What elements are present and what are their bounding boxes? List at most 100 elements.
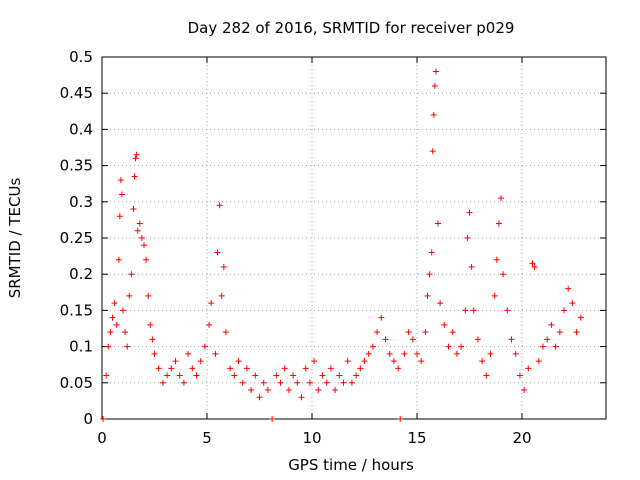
x-tick-label: 0	[97, 429, 107, 447]
points-layer	[100, 68, 584, 422]
data-point	[185, 350, 192, 357]
data-point	[269, 416, 276, 422]
data-point	[435, 220, 441, 227]
data-point	[231, 372, 238, 379]
data-point	[474, 336, 481, 343]
data-point	[128, 271, 135, 278]
data-point	[500, 271, 507, 278]
data-point	[143, 256, 150, 263]
data-point	[390, 358, 397, 365]
data-point	[521, 387, 528, 394]
data-point	[525, 365, 532, 372]
data-point	[132, 155, 139, 162]
data-point	[134, 227, 141, 234]
data-point	[516, 372, 523, 379]
data-point	[141, 242, 147, 249]
data-point	[147, 321, 154, 328]
data-point	[100, 416, 107, 422]
data-point	[133, 151, 140, 158]
data-point	[531, 263, 538, 270]
chart-title: Day 282 of 2016, SRMTID for receiver p02…	[188, 19, 515, 37]
y-tick-label: 0.2	[69, 265, 93, 283]
y-tick-label: 0	[83, 410, 93, 428]
data-point	[294, 379, 301, 386]
data-point	[378, 314, 385, 321]
data-point	[290, 372, 297, 379]
y-tick-label: 0.35	[60, 157, 93, 175]
data-point	[470, 307, 477, 314]
data-point	[273, 372, 280, 379]
data-point	[344, 358, 351, 365]
data-point	[357, 365, 364, 372]
data-point	[315, 387, 322, 394]
data-point	[124, 343, 131, 350]
data-point	[197, 358, 204, 365]
data-point	[116, 213, 123, 220]
data-point	[369, 343, 376, 350]
data-point	[327, 365, 334, 372]
data-point	[374, 329, 381, 336]
data-point	[348, 379, 355, 386]
data-point	[311, 358, 318, 365]
data-point	[107, 329, 114, 336]
data-point	[189, 365, 196, 372]
y-tick-label: 0.1	[69, 338, 93, 356]
data-point	[430, 111, 437, 118]
data-point	[493, 256, 500, 263]
y-tick-label: 0.4	[69, 120, 93, 138]
data-point	[151, 350, 158, 357]
data-point	[105, 343, 112, 350]
data-point	[468, 263, 475, 270]
data-point	[115, 256, 122, 263]
data-point	[401, 350, 408, 357]
data-point	[180, 379, 187, 386]
data-point	[386, 350, 393, 357]
data-point	[155, 365, 162, 372]
data-point	[569, 300, 576, 307]
data-point	[466, 209, 473, 216]
data-point	[409, 336, 416, 343]
data-point	[414, 350, 420, 357]
data-point	[437, 300, 444, 307]
data-point	[508, 336, 515, 343]
data-point	[206, 321, 213, 328]
data-point	[306, 379, 313, 386]
data-point	[323, 379, 330, 386]
data-point	[487, 350, 494, 357]
data-point	[193, 372, 200, 379]
data-point	[548, 321, 555, 328]
data-point	[395, 365, 402, 372]
data-point	[441, 321, 448, 328]
data-point	[168, 365, 175, 372]
data-point	[491, 292, 498, 299]
data-point	[458, 343, 465, 350]
data-point	[159, 379, 166, 386]
data-point	[577, 314, 584, 321]
data-point	[111, 300, 118, 307]
data-point	[535, 358, 542, 365]
data-point	[120, 307, 126, 314]
data-point	[145, 292, 152, 299]
data-point	[405, 329, 412, 336]
data-point	[243, 365, 250, 372]
x-axis-label: GPS time / hours	[288, 456, 414, 474]
x-tick-label: 5	[202, 429, 212, 447]
data-point	[201, 343, 208, 350]
data-point	[361, 358, 368, 365]
data-point	[302, 365, 309, 372]
data-point	[103, 372, 110, 379]
y-tick-label: 0.3	[69, 193, 93, 211]
data-point	[565, 285, 572, 292]
data-point	[138, 235, 145, 241]
data-point	[117, 177, 124, 184]
data-point	[353, 372, 360, 379]
y-tick-label: 0.45	[60, 84, 93, 102]
data-point	[428, 249, 435, 256]
data-point	[220, 263, 227, 270]
data-point	[214, 249, 221, 256]
data-point	[256, 394, 263, 401]
data-point	[424, 292, 431, 299]
data-point	[540, 343, 546, 350]
data-point	[113, 321, 120, 328]
